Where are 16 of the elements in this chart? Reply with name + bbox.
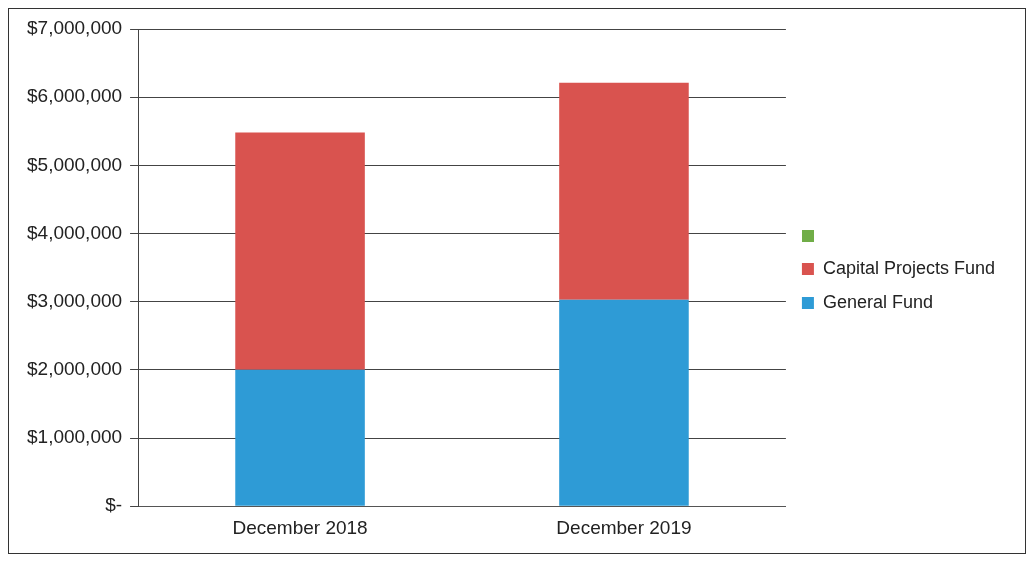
bar xyxy=(235,132,365,370)
y-tick-label: $2,000,000 xyxy=(27,358,123,380)
y-tick-label: $7,000,000 xyxy=(27,17,123,39)
y-tick-label: $- xyxy=(105,494,123,516)
y-tick-label: $6,000,000 xyxy=(27,85,123,107)
x-tick-label: December 2018 xyxy=(232,516,368,538)
bar xyxy=(559,82,689,300)
y-tick-label: $5,000,000 xyxy=(27,153,123,175)
bar xyxy=(235,369,365,506)
bar xyxy=(559,299,689,506)
y-tick-label: $1,000,000 xyxy=(27,426,123,448)
legend-label: General Fund xyxy=(822,291,933,312)
y-tick-label: $3,000,000 xyxy=(27,289,123,311)
legend-label: Capital Projects Fund xyxy=(822,257,996,278)
y-tick-label: $4,000,000 xyxy=(27,221,123,243)
x-tick-label: December 2019 xyxy=(556,516,692,538)
